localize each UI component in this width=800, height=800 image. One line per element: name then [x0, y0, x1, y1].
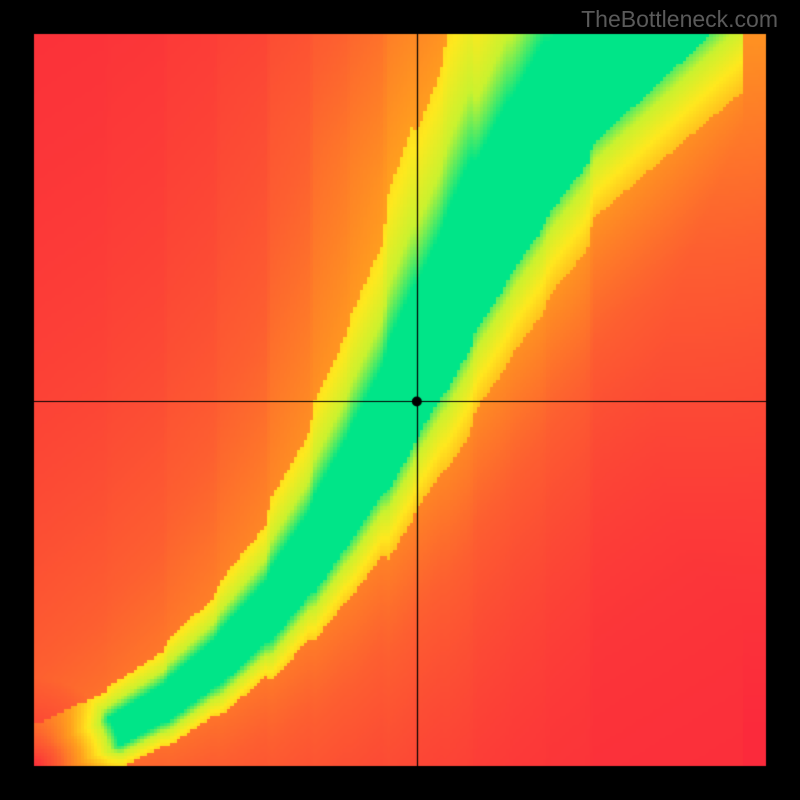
bottleneck-heatmap: [0, 0, 800, 800]
attribution-text: TheBottleneck.com: [581, 6, 778, 33]
chart-container: TheBottleneck.com: [0, 0, 800, 800]
